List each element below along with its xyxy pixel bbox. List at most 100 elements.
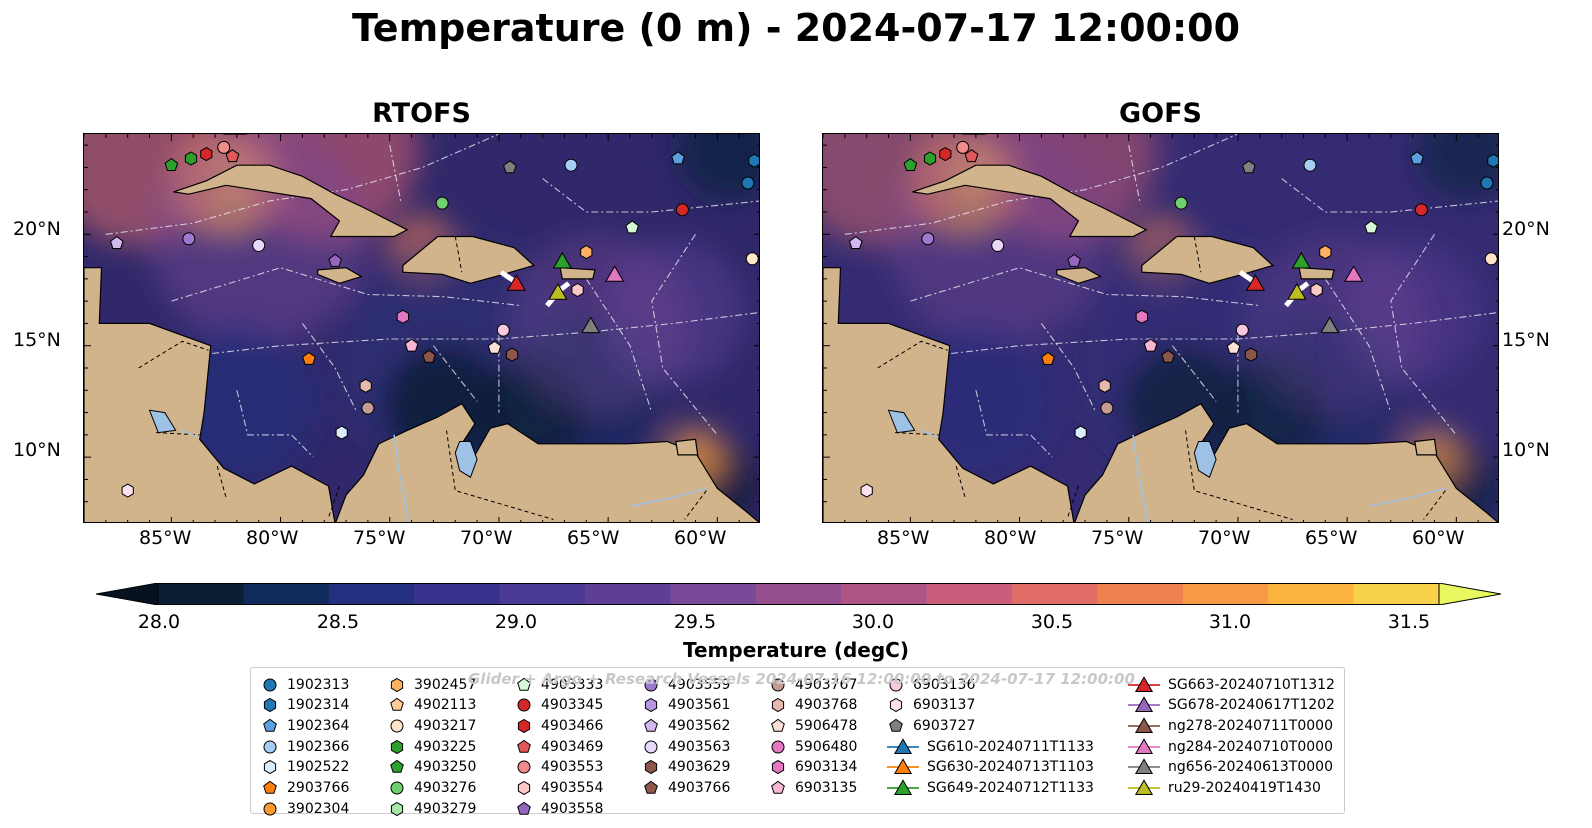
marker-2903766[interactable]: [302, 351, 316, 365]
marker-6903136[interactable]: [1235, 323, 1249, 337]
marker-1902364[interactable]: [671, 151, 685, 165]
legend-marker[interactable]: [771, 678, 785, 691]
legend-marker[interactable]: [644, 698, 658, 713]
marker-1902522[interactable]: [335, 425, 348, 440]
marker-6903137[interactable]: [121, 483, 134, 498]
marker-4903217[interactable]: [1484, 252, 1498, 266]
marker-SG649-20240712T1133[interactable]: [552, 251, 572, 269]
marker-4903767[interactable]: [361, 401, 375, 415]
legend-marker[interactable]: [390, 697, 404, 711]
legend-marker[interactable]: [390, 719, 404, 733]
legend-marker[interactable]: [889, 698, 903, 713]
legend-marker[interactable]: [263, 780, 277, 794]
legend-marker[interactable]: [263, 718, 277, 732]
legend-marker[interactable]: [893, 737, 913, 754]
legend-marker[interactable]: [893, 779, 913, 795]
legend-marker[interactable]: [263, 802, 277, 816]
marker-1902366[interactable]: [564, 158, 578, 172]
legend-marker[interactable]: [390, 739, 404, 754]
legend-marker[interactable]: [517, 801, 531, 815]
legend-marker[interactable]: [1134, 675, 1154, 692]
marker-ru29-20240419T1430[interactable]: [548, 283, 568, 300]
marker-3902457[interactable]: [1319, 245, 1332, 260]
marker-4903554[interactable]: [571, 282, 584, 298]
legend-marker[interactable]: [644, 740, 658, 754]
marker-4903276[interactable]: [435, 196, 449, 210]
marker-ng656-20240613T0000[interactable]: [581, 316, 601, 334]
legend-marker[interactable]: [644, 718, 658, 732]
legend-marker[interactable]: [517, 718, 531, 733]
marker-1902314[interactable]: [748, 153, 760, 168]
legend-marker[interactable]: [893, 758, 913, 775]
legend-marker[interactable]: [263, 698, 277, 713]
marker-6903136[interactable]: [496, 323, 510, 337]
marker-5906478[interactable]: [487, 340, 502, 354]
marker-4903768[interactable]: [359, 378, 372, 393]
marker-5906478[interactable]: [1226, 340, 1241, 354]
marker-ru29-20240419T1430[interactable]: [1287, 283, 1307, 300]
marker-4903559[interactable]: [921, 232, 935, 246]
legend-marker[interactable]: [644, 678, 658, 691]
marker-4903469[interactable]: [225, 149, 240, 163]
marker-4903629[interactable]: [505, 347, 519, 362]
marker-1902364[interactable]: [1410, 151, 1424, 165]
map-panel-gofs[interactable]: [822, 133, 1499, 523]
marker-4903225[interactable]: [923, 151, 937, 166]
legend-marker[interactable]: [390, 801, 404, 816]
marker-SG663-20240710T1312[interactable]: [1245, 274, 1266, 291]
legend-marker[interactable]: [1134, 779, 1154, 795]
legend-marker[interactable]: [517, 780, 531, 796]
legend-marker[interactable]: [771, 740, 785, 754]
marker-1902313[interactable]: [1480, 176, 1494, 190]
marker-1902366[interactable]: [1303, 158, 1317, 172]
marker-ng656-20240613T0000[interactable]: [1320, 316, 1340, 334]
marker-4903276[interactable]: [1174, 196, 1188, 210]
marker-4903563[interactable]: [991, 238, 1005, 252]
marker-4903562[interactable]: [848, 235, 863, 249]
marker-1902522[interactable]: [1074, 425, 1087, 440]
legend-marker[interactable]: [517, 677, 531, 691]
marker-4903559[interactable]: [182, 232, 196, 246]
legend-marker[interactable]: [1134, 717, 1154, 733]
marker-4903553[interactable]: [956, 140, 970, 154]
marker-4903333[interactable]: [625, 220, 639, 234]
marker-3902457[interactable]: [580, 245, 593, 260]
marker-4903466[interactable]: [939, 147, 952, 162]
legend-marker[interactable]: [263, 760, 277, 775]
marker-4903217[interactable]: [745, 252, 759, 266]
marker-6903134[interactable]: [396, 309, 409, 324]
legend-marker[interactable]: [771, 718, 785, 732]
legend-marker[interactable]: [390, 760, 404, 774]
legend-marker[interactable]: [517, 739, 531, 753]
legend-marker[interactable]: [889, 678, 903, 691]
legend-marker[interactable]: [390, 781, 404, 795]
legend-marker[interactable]: [771, 760, 785, 775]
marker-4903766[interactable]: [422, 349, 436, 363]
marker-1902314[interactable]: [1487, 153, 1499, 168]
legend-marker[interactable]: [644, 760, 658, 775]
marker-4903768[interactable]: [1098, 378, 1111, 393]
marker-4903563[interactable]: [252, 238, 266, 252]
legend-marker[interactable]: [771, 698, 785, 713]
legend-marker[interactable]: [1134, 737, 1154, 754]
marker-4903250[interactable]: [164, 157, 179, 171]
marker-4903553[interactable]: [217, 140, 231, 154]
marker-6903135[interactable]: [1143, 338, 1158, 352]
legend-marker[interactable]: [263, 740, 277, 754]
marker-4903250[interactable]: [903, 157, 918, 171]
legend-marker[interactable]: [771, 780, 785, 794]
marker-6903135[interactable]: [404, 338, 419, 352]
marker-4903333[interactable]: [1364, 220, 1378, 234]
legend-marker[interactable]: [644, 780, 658, 794]
marker-ng284-20240710T0000[interactable]: [605, 265, 625, 282]
marker-4903469[interactable]: [964, 149, 979, 163]
marker-1902313[interactable]: [741, 176, 755, 190]
marker-4903562[interactable]: [109, 235, 124, 249]
marker-4903767[interactable]: [1100, 401, 1114, 415]
marker-4903225[interactable]: [184, 151, 198, 166]
legend-marker[interactable]: [517, 760, 531, 774]
marker-4903629[interactable]: [1244, 347, 1258, 362]
marker-4903558[interactable]: [1067, 253, 1081, 267]
marker-6903727[interactable]: [503, 160, 517, 174]
legend-marker[interactable]: [1134, 758, 1154, 775]
